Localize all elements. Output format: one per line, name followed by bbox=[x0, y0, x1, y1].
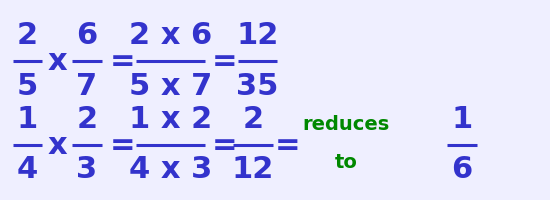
Text: 2: 2 bbox=[243, 106, 263, 134]
Text: 6: 6 bbox=[452, 156, 472, 184]
Text: 2: 2 bbox=[76, 106, 97, 134]
Text: 12: 12 bbox=[236, 21, 279, 50]
Text: 35: 35 bbox=[236, 72, 279, 101]
Text: reduces: reduces bbox=[303, 114, 390, 134]
Text: 1: 1 bbox=[17, 106, 38, 134]
Text: 6: 6 bbox=[76, 21, 97, 50]
Text: 4 x 3: 4 x 3 bbox=[129, 156, 212, 184]
Text: =: = bbox=[212, 46, 237, 75]
Text: x: x bbox=[48, 130, 68, 160]
Text: 1 x 2: 1 x 2 bbox=[129, 106, 212, 134]
Text: 1: 1 bbox=[452, 106, 472, 134]
Text: to: to bbox=[335, 152, 358, 171]
Text: 7: 7 bbox=[76, 72, 97, 101]
Text: =: = bbox=[212, 130, 237, 160]
Text: 5 x 7: 5 x 7 bbox=[129, 72, 212, 101]
Text: 4: 4 bbox=[17, 156, 38, 184]
Text: 12: 12 bbox=[232, 156, 274, 184]
Text: 5: 5 bbox=[17, 72, 38, 101]
Text: x: x bbox=[48, 46, 68, 75]
Text: =: = bbox=[274, 130, 300, 160]
Text: 2 x 6: 2 x 6 bbox=[129, 21, 212, 50]
Text: =: = bbox=[109, 130, 135, 160]
Text: 3: 3 bbox=[76, 156, 97, 184]
Text: 2: 2 bbox=[17, 21, 38, 50]
Text: =: = bbox=[109, 46, 135, 75]
